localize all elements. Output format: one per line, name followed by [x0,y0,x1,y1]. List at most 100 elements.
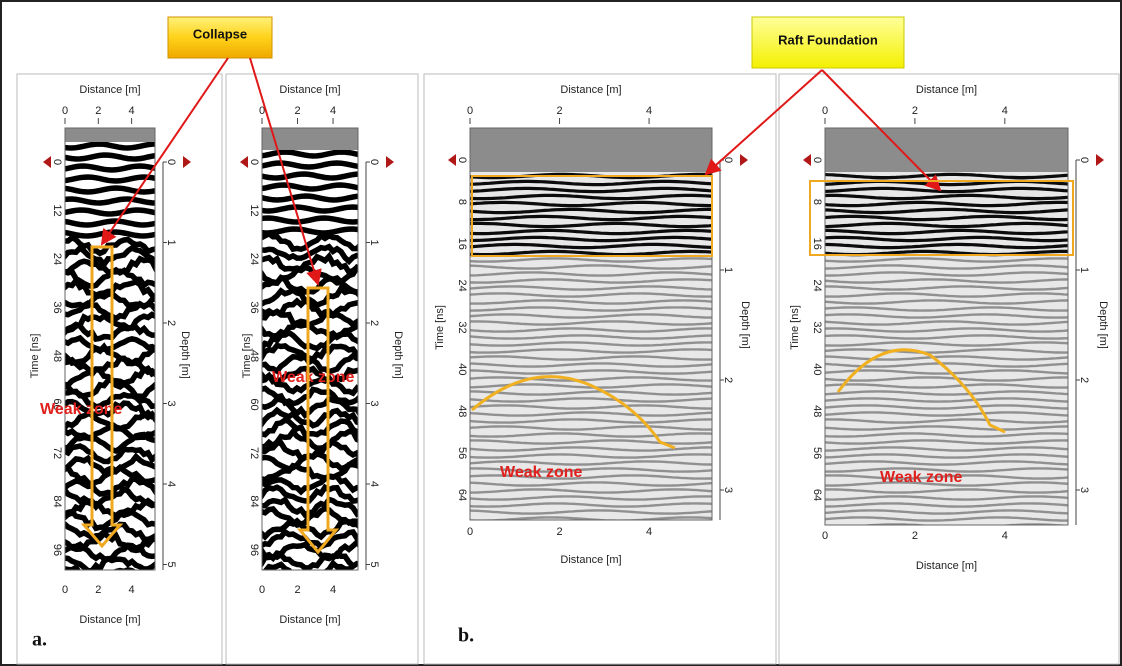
tick-label: 36 [51,301,63,313]
reflection [470,474,712,480]
air-band [65,128,155,142]
reflection [825,404,1068,410]
tick-label: 0 [62,584,68,596]
reflection [470,235,712,243]
tick-label: 64 [811,489,823,501]
tick-label: 32 [456,321,468,333]
tick-label: 0 [51,159,63,165]
tick-label: 2 [722,377,734,383]
reflection [470,411,712,417]
zero-marker [386,156,394,168]
reflection [825,516,1068,522]
tick-label: 3 [722,487,734,493]
reflection [825,446,1068,452]
reflection [470,362,712,368]
tick-label: 5 [165,561,177,567]
radargram-border [469,127,713,521]
reflection [470,495,712,501]
weak-zone-label: Weak zone [272,369,355,386]
reflection [470,249,712,257]
reflection [825,327,1068,333]
reflection [470,334,712,340]
tick-label: 64 [456,489,468,501]
tick-label: 4 [1002,105,1008,117]
reflection [65,443,155,465]
tick-label: 4 [330,584,336,596]
reflection [470,502,712,508]
tick-label: 2 [912,530,918,542]
weak-zone-label: Weak zone [880,469,963,486]
reflection [825,509,1068,515]
tick-label: 8 [811,199,823,205]
reflection [825,355,1068,361]
reflection [825,257,1068,263]
reflection [262,215,358,225]
texture [825,172,1068,525]
reflection [262,171,358,181]
reflection [262,160,358,170]
reflection [470,341,712,347]
reflection [470,228,712,236]
tick-label: 16 [811,238,823,250]
tick-label: 24 [51,253,63,265]
reflection [825,369,1068,375]
reflection [825,418,1068,424]
air-band [262,128,358,150]
reflection [65,321,155,343]
tick-label: 2 [1078,377,1090,383]
zero-marker [740,154,748,166]
reflection [470,488,712,494]
reflection [825,285,1068,291]
tick-label: 56 [811,447,823,459]
reflection [825,390,1068,396]
reflection [65,452,155,476]
reflection [470,207,712,215]
tick-label: 8 [456,199,468,205]
reflection [65,196,155,206]
callout-box [751,16,905,69]
reflection [825,320,1068,326]
reflection [825,299,1068,305]
zero-marker [183,156,191,168]
axis-label: Time [ns] [29,334,41,379]
reflection [65,334,155,353]
tick-label: 16 [456,238,468,250]
tick-label: 0 [467,105,473,117]
tick-label: 5 [368,561,380,567]
air-band [825,128,1068,172]
tick-label: 48 [51,350,63,362]
reflection [825,278,1068,284]
radargram-panel: Distance [m]Distance [m]0 2 40 2 40816243240… [434,84,751,566]
reflection [65,142,155,151]
reflection [65,388,155,410]
reflection [825,495,1068,501]
tick-label: 40 [456,363,468,375]
reflection [825,411,1068,417]
reflection [825,228,1068,236]
tick-label: 2 [95,105,101,117]
reflection [262,204,358,214]
panel-frame [423,73,777,665]
reflection [262,182,358,192]
texture [470,172,712,520]
tick-label: 2 [294,584,300,596]
axis-label: Distance [m] [916,560,977,572]
reflection [262,230,358,253]
reflection [470,292,712,298]
axis-label: Depth [m] [1097,301,1109,349]
reflection [825,271,1068,277]
tick-label: 0 [822,105,828,117]
reflection [825,242,1068,250]
tick-label: 40 [811,363,823,375]
tick-label: 0 [811,157,823,163]
reflection [825,467,1068,473]
panel-frame [778,73,1120,665]
tick-label: 4 [129,584,135,596]
tick-label: 1 [368,239,380,245]
reflection [65,563,137,570]
tick-label: 24 [811,280,823,292]
reflection [470,404,712,410]
reflection [470,186,712,194]
reflection [825,334,1068,340]
reflection [65,244,155,270]
